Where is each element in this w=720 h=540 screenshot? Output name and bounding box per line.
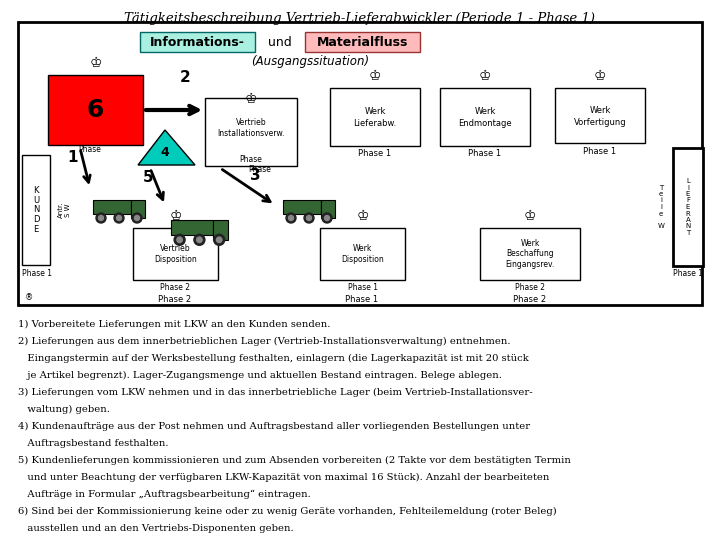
Text: 5: 5 [143,171,153,186]
Text: ♔: ♔ [245,92,257,106]
Text: ♔: ♔ [369,69,382,83]
Text: Antr.
S W: Antr. S W [58,202,71,218]
Text: Aufträge in Formular „Auftragsbearbeitung“ eintragen.: Aufträge in Formular „Auftragsbearbeitun… [18,490,311,500]
Text: (Ausgangssituation): (Ausgangssituation) [251,56,369,69]
Text: Phase 1: Phase 1 [348,284,377,293]
Bar [131,200,145,218]
Circle shape [286,213,296,223]
Bar [133,228,218,280]
Bar [555,88,645,143]
Text: Informations-: Informations- [150,36,245,49]
Circle shape [304,213,314,223]
Bar [93,200,131,214]
Text: ♔: ♔ [169,209,181,223]
Bar [205,98,297,166]
Text: Eingangstermin auf der Werksbestellung festhalten, einlagern (die Lagerkapazität: Eingangstermin auf der Werksbestellung f… [18,354,528,363]
Text: 3) Lieferungen vom LKW nehmen und in das innerbetriebliche Lager (beim Vertrieb-: 3) Lieferungen vom LKW nehmen und in das… [18,388,533,397]
Text: Lieferabw.: Lieferabw. [354,119,397,129]
Text: Vorfertigung: Vorfertigung [574,118,626,127]
Text: T
e
i
l
e
 
W: T e i l e W [657,185,665,230]
Text: Werk
Disposition: Werk Disposition [341,244,384,264]
Circle shape [322,213,332,223]
Bar [673,148,703,266]
Text: ausstellen und an den Vertriebs-Disponenten geben.: ausstellen und an den Vertriebs-Disponen… [18,524,294,533]
Circle shape [217,237,222,242]
Text: Auftragsbestand festhalten.: Auftragsbestand festhalten. [18,439,168,448]
Text: Phase 2: Phase 2 [515,284,545,293]
Bar [330,88,420,146]
Text: Phase 1: Phase 1 [673,269,703,279]
Text: Tätigkeitsbeschreibung Vertrieb-Lieferabwickler (Periode 1 - Phase 1): Tätigkeitsbeschreibung Vertrieb-Lieferab… [125,12,595,25]
Circle shape [177,237,182,242]
Text: Phase 1: Phase 1 [583,146,616,156]
Bar [283,200,321,214]
Text: Endmontage: Endmontage [458,119,512,129]
Circle shape [114,213,124,223]
Circle shape [99,215,104,220]
Text: 2) Lieferungen aus dem innerbetrieblichen Lager (Vertrieb-Installationsverwaltun: 2) Lieferungen aus dem innerbetriebliche… [18,337,510,346]
Circle shape [194,234,205,245]
Bar [440,88,530,146]
Text: Phase: Phase [248,165,271,174]
Text: ♔: ♔ [356,209,369,223]
Text: ♔: ♔ [479,69,491,83]
Text: Werk
Beschaffung
Eingangsrev.: Werk Beschaffung Eingangsrev. [505,239,554,269]
Text: waltung) geben.: waltung) geben. [18,405,110,414]
Text: je Artikel begrenzt). Lager-Zugangsmenge und aktuellen Bestand eintragen. Belege: je Artikel begrenzt). Lager-Zugangsmenge… [18,371,502,380]
Text: Phase 1: Phase 1 [359,150,392,159]
Bar [321,200,335,218]
Text: 6: 6 [87,98,104,122]
Text: Phase 1: Phase 1 [469,150,502,159]
Circle shape [132,213,142,223]
Circle shape [135,215,140,220]
Text: Phase 1: Phase 1 [22,268,52,278]
Text: L
I
E
F
E
R
A
N
T: L I E F E R A N T [685,178,690,236]
Circle shape [117,215,122,220]
Text: 4) Kundenaufträge aus der Post nehmen und Auftragsbestand aller vorliegenden Bes: 4) Kundenaufträge aus der Post nehmen un… [18,422,530,431]
Bar [480,228,580,280]
Text: Phase 2: Phase 2 [158,295,192,305]
Text: 1) Vorbereitete Lieferungen mit LKW an den Kunden senden.: 1) Vorbereitete Lieferungen mit LKW an d… [18,320,330,329]
Text: Phase: Phase [78,145,102,154]
Text: 2: 2 [179,71,190,85]
Bar [48,75,143,145]
Bar [22,155,50,265]
Text: Phase 2: Phase 2 [513,295,546,305]
Bar [212,220,228,240]
Text: 6) Sind bei der Kommissionierung keine oder zu wenig Geräte vorhanden, Fehlteile: 6) Sind bei der Kommissionierung keine o… [18,507,557,516]
Text: Werk: Werk [474,107,495,117]
Text: ♔: ♔ [523,209,536,223]
Text: ♔: ♔ [594,69,606,83]
Text: 1: 1 [68,151,78,165]
Text: und unter Beachtung der verfügbaren LKW-Kapazität von maximal 16 Stück). Anzahl : und unter Beachtung der verfügbaren LKW-… [18,473,549,482]
Circle shape [307,215,312,220]
Text: ®: ® [25,294,33,302]
Circle shape [214,234,225,245]
Text: Phase: Phase [240,156,262,165]
Text: Materialfluss: Materialfluss [317,36,408,49]
Text: Phase 2: Phase 2 [161,284,191,293]
Text: 5) Kundenlieferungen kommissionieren und zum Absenden vorbereiten (2 Takte vor d: 5) Kundenlieferungen kommissionieren und… [18,456,571,465]
Text: Vertrieb
Installationsverw.: Vertrieb Installationsverw. [217,118,284,138]
Text: K
U
N
D
E: K U N D E [32,186,40,234]
Text: Werk: Werk [589,106,611,115]
Text: und: und [268,36,292,49]
Text: Phase 1: Phase 1 [346,295,379,305]
Bar [171,220,212,235]
Circle shape [289,215,294,220]
Circle shape [96,213,106,223]
Text: Werk: Werk [364,107,386,117]
Polygon shape [138,130,195,165]
Bar [18,22,702,305]
Text: 3: 3 [250,168,261,184]
Bar [320,228,405,280]
Text: Vertrieb
Disposition: Vertrieb Disposition [154,244,197,264]
Text: 4: 4 [161,145,169,159]
Circle shape [325,215,330,220]
Text: ♔: ♔ [89,56,102,70]
Circle shape [197,237,202,242]
Circle shape [174,234,185,245]
Bar [305,32,420,52]
Bar [140,32,255,52]
